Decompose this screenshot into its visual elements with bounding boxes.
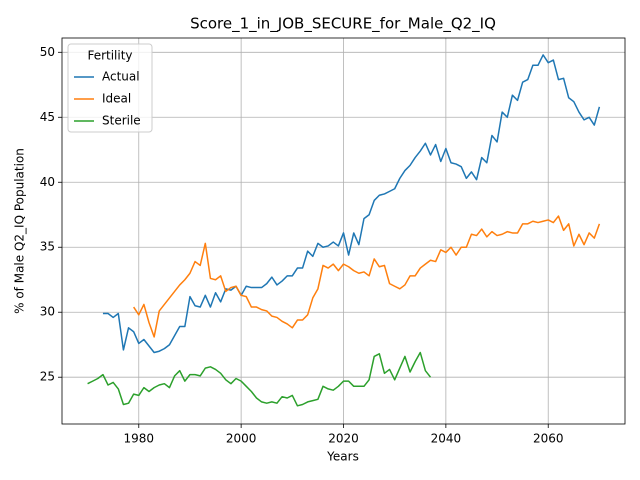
series-line bbox=[87, 351, 432, 407]
y-axis-label: % of Male Q2_IQ Population bbox=[13, 148, 27, 314]
x-tick-label: 2020 bbox=[328, 432, 359, 446]
x-tick-label: 1980 bbox=[123, 432, 154, 446]
y-tick-label: 50 bbox=[40, 45, 55, 59]
chart-title: Score_1_in_JOB_SECURE_for_Male_Q2_IQ bbox=[190, 15, 496, 34]
x-tick-label: 2000 bbox=[226, 432, 257, 446]
legend-label: Sterile bbox=[102, 114, 141, 128]
series-line bbox=[102, 54, 601, 354]
plot-frame bbox=[61, 37, 626, 425]
legend-box bbox=[67, 43, 153, 133]
y-tick-label: 45 bbox=[40, 110, 55, 124]
y-tick-label: 35 bbox=[40, 240, 55, 254]
x-axis-label: Years bbox=[326, 450, 359, 464]
legend-title: Fertility bbox=[87, 49, 132, 63]
y-tick-label: 25 bbox=[40, 370, 55, 384]
x-tick-label: 2040 bbox=[431, 432, 462, 446]
y-tick-label: 40 bbox=[40, 175, 55, 189]
series-line bbox=[133, 215, 601, 338]
y-tick-label: 30 bbox=[40, 305, 55, 319]
legend-label: Ideal bbox=[102, 92, 131, 106]
x-tick-label: 2060 bbox=[533, 432, 564, 446]
legend-label: Actual bbox=[102, 70, 140, 84]
